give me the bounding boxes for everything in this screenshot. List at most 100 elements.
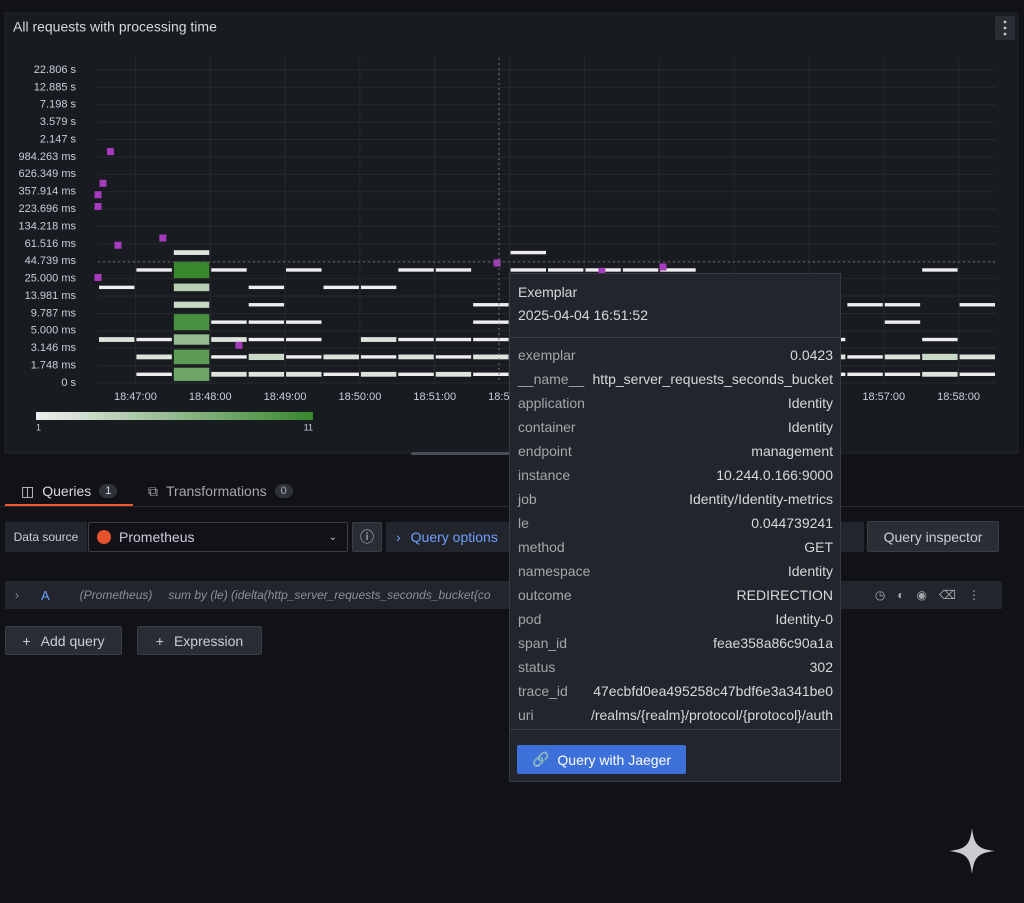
menu-dot	[1003, 20, 1007, 24]
exemplar-point[interactable]	[235, 341, 243, 349]
field-key: instance	[518, 467, 571, 483]
field-key: outcome	[518, 587, 572, 603]
heatmap-cell	[398, 337, 434, 342]
heatmap-cell	[286, 355, 322, 359]
heatmap-cell	[136, 354, 172, 360]
tooltip-field: instance 10.244.0.166:9000	[518, 463, 833, 487]
heatmap-cell	[847, 303, 883, 307]
field-key: method	[518, 539, 565, 555]
heatmap-cell	[884, 303, 921, 307]
query-row[interactable]: › A (Prometheus) sum by (le) (idelta(http_s…	[5, 581, 1002, 609]
field-key: __name__	[518, 371, 585, 387]
heatmap-cell	[136, 372, 172, 377]
info-button[interactable]: ⓘ	[352, 522, 382, 552]
tooltip-time: 2025-04-04 16:51:52	[518, 307, 648, 323]
heatmap-cell	[136, 337, 172, 342]
panel-title: All requests with processing time	[13, 19, 217, 35]
menu-dot	[1003, 32, 1007, 36]
heatmap-cell	[548, 268, 584, 272]
tooltip-field: status 302	[518, 655, 833, 679]
heatmap-cell	[136, 268, 172, 272]
heatmap-cell	[847, 355, 883, 359]
tooltip-field: exemplar 0.0423	[518, 343, 833, 367]
button-label: Query with Jaeger	[557, 751, 672, 768]
exemplar-point[interactable]	[598, 267, 606, 275]
field-value: http_server_requests_seconds_bucket	[592, 371, 833, 387]
field-key: job	[518, 491, 537, 507]
field-key: pod	[518, 611, 542, 627]
field-value: 10.244.0.166:9000	[716, 467, 833, 483]
heatmap-cell	[248, 285, 285, 290]
heatmap-cell	[173, 250, 210, 255]
heatmap-cell	[510, 250, 546, 255]
y-tick-label: 1.748 ms	[31, 360, 77, 372]
field-value: management	[751, 443, 833, 459]
sparkle-icon	[949, 828, 995, 874]
field-key: exemplar	[518, 347, 576, 363]
query-actions[interactable]: ◷◐◉⌫⋮	[874, 588, 992, 602]
data-source-picker[interactable]: Prometheus ⌄	[88, 522, 348, 552]
tab-badge: 0	[274, 484, 293, 498]
heatmap-cell	[173, 349, 210, 365]
heatmap-cell	[173, 283, 210, 292]
y-tick-label: 13.981 ms	[25, 290, 77, 302]
exemplar-point[interactable]	[94, 191, 102, 199]
y-tick-label: 223.696 ms	[19, 203, 77, 215]
exemplar-point[interactable]	[99, 179, 107, 187]
prometheus-icon	[97, 530, 111, 544]
query-options-label: Query options	[410, 529, 498, 545]
data-source-name: Prometheus	[119, 529, 195, 545]
tooltip-field: uri/realms/{realm}/protocol/{protocol}/a…	[518, 703, 833, 727]
heatmap-cell	[323, 372, 359, 377]
scrollbar[interactable]	[411, 452, 511, 455]
tab-transformations[interactable]: ⧉ Transformations 0	[148, 478, 293, 504]
exemplar-point[interactable]	[493, 259, 501, 267]
heatmap-cell	[435, 337, 472, 342]
y-tick-label: 7.198 s	[40, 99, 77, 111]
tooltip-field: pod Identity-0	[518, 607, 833, 631]
heatmap-cell	[884, 320, 921, 324]
exemplar-point[interactable]	[94, 203, 102, 211]
exemplar-point[interactable]	[94, 273, 102, 281]
x-tick-label: 18:48:00	[189, 391, 232, 403]
y-tick-label: 61.516 ms	[25, 238, 77, 250]
field-value: Identity-0	[775, 611, 833, 627]
heatmap-cell	[286, 268, 322, 272]
heatmap-cell	[211, 337, 247, 342]
field-value: GET	[804, 539, 833, 555]
divider	[510, 729, 840, 730]
y-tick-label: 984.263 ms	[19, 151, 77, 163]
tab-label: Queries	[42, 483, 92, 499]
heatmap-cell	[473, 372, 509, 377]
y-tick-label: 357.914 ms	[19, 186, 77, 198]
tooltip-field: __name__ http_server_requests_seconds_buc…	[518, 367, 833, 391]
heatmap-cell	[360, 371, 397, 377]
field-key: le	[518, 515, 529, 531]
query-inspector-button[interactable]: Query inspector	[867, 521, 999, 552]
y-tick-label: 25.000 ms	[25, 273, 77, 285]
field-value: REDIRECTION	[736, 587, 833, 603]
heatmap-cell	[286, 371, 322, 377]
query-with-jaeger-button[interactable]: 🔗 Query with Jaeger	[517, 745, 686, 774]
exemplar-point[interactable]	[106, 148, 114, 156]
heatmap-cell	[398, 268, 434, 272]
heatmap-cell	[622, 268, 659, 272]
tab-queries[interactable]: ◫ Queries 1	[5, 478, 134, 506]
y-tick-label: 0 s	[61, 377, 76, 389]
tooltip-field: container Identity	[518, 415, 833, 439]
exemplar-point[interactable]	[159, 234, 167, 242]
field-value: 302	[809, 659, 833, 675]
heatmap-cell	[959, 303, 995, 307]
field-value: feae358a86c90a1a	[713, 635, 833, 651]
exemplar-point[interactable]	[659, 263, 667, 271]
exemplar-point[interactable]	[114, 241, 122, 249]
y-tick-label: 134.218 ms	[19, 220, 77, 232]
data-source-label: Data source	[5, 522, 87, 552]
legend-max: 11	[304, 422, 313, 432]
expression-button[interactable]: + Expression	[137, 626, 262, 655]
tooltip-field: application Identity	[518, 391, 833, 415]
add-query-button[interactable]: + Add query	[5, 626, 122, 655]
x-tick-label: 18:47:00	[114, 391, 157, 403]
heatmap-cell	[959, 372, 995, 377]
divider	[510, 337, 840, 338]
